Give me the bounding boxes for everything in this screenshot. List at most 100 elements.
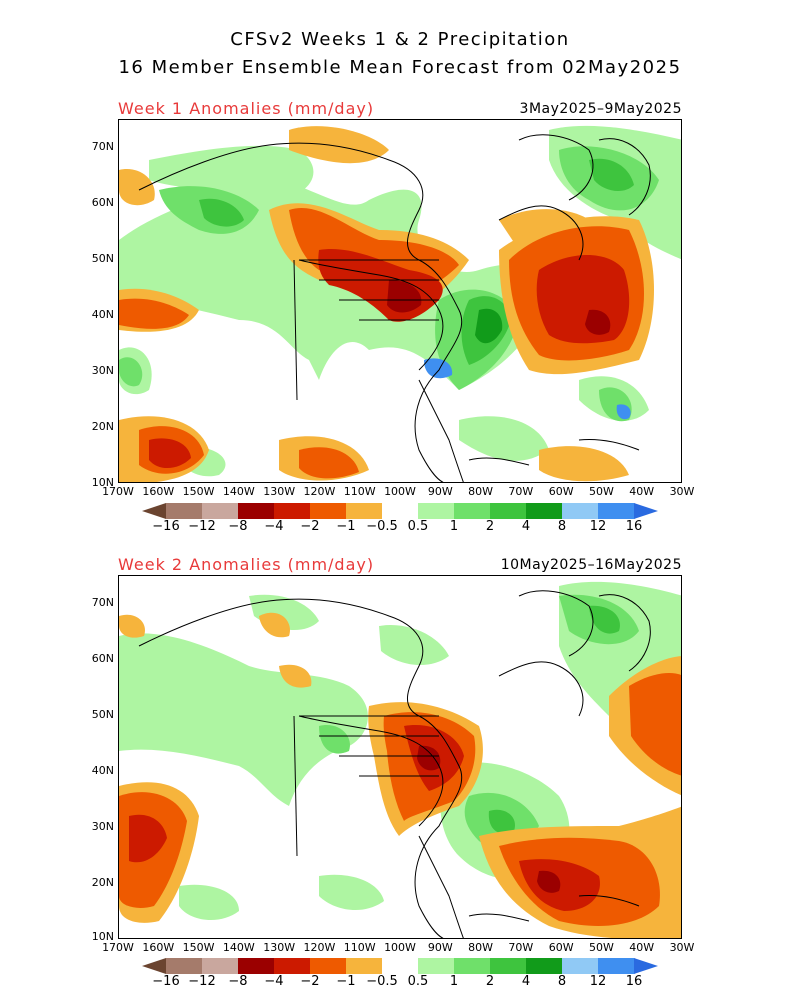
colorbar-arrow-right xyxy=(634,958,658,974)
colorbar-segment xyxy=(490,503,527,519)
lon-label: 120W xyxy=(303,941,336,954)
colorbar-segment xyxy=(346,503,383,519)
colorbar-arrow-right xyxy=(634,503,658,519)
colorbar-week2 xyxy=(142,958,658,978)
colorbar-tick-label: −4 xyxy=(264,974,284,989)
colorbar-segment xyxy=(166,503,203,519)
colorbar-tick-label: −1 xyxy=(336,519,356,534)
week2-dates: 10May2025–16May2025 xyxy=(500,557,682,573)
lon-label: 70W xyxy=(508,941,534,954)
lon-label: 90W xyxy=(427,485,453,498)
lat-label: 40N xyxy=(91,764,114,777)
lon-label: 90W xyxy=(427,941,453,954)
colorbar-segment xyxy=(382,958,419,974)
lon-label: 140W xyxy=(222,485,255,498)
lon-label: 130W xyxy=(263,485,296,498)
colorbar-week2-graphic xyxy=(142,958,658,974)
lon-label: 80W xyxy=(468,941,493,954)
lat-label: 20N xyxy=(91,876,114,889)
colorbar-week1-graphic xyxy=(142,503,658,519)
colorbar-tick-label: −16 xyxy=(152,519,180,534)
colorbar-segment xyxy=(562,503,599,519)
colorbar-segment xyxy=(526,503,563,519)
lon-label: 160W xyxy=(142,941,175,954)
colorbar-segment xyxy=(238,503,275,519)
chart-subtitle: 16 Member Ensemble Mean Forecast from 02… xyxy=(118,57,682,78)
lon-label: 120W xyxy=(303,485,336,498)
lat-label: 10N xyxy=(91,930,114,943)
lon-label: 140W xyxy=(222,941,255,954)
colorbar-tick-label: 4 xyxy=(521,519,531,534)
lon-label: 150W xyxy=(182,941,215,954)
colorbar-tick-label: 4 xyxy=(521,974,531,989)
chart-title: CFSv2 Weeks 1 & 2 Precipitation xyxy=(230,29,570,50)
lat-label: 50N xyxy=(91,708,114,721)
colorbar-tick-label: 0.5 xyxy=(407,974,429,989)
colorbar-tick-label: −1 xyxy=(336,974,356,989)
colorbar-segment xyxy=(202,958,239,974)
colorbar-tick-label: −2 xyxy=(300,974,320,989)
lon-label: 30W xyxy=(669,485,695,498)
colorbar-segment xyxy=(598,958,635,974)
colorbar-segment xyxy=(454,958,491,974)
lon-label: 30W xyxy=(669,941,695,954)
colorbar-tick-label: −0.5 xyxy=(366,974,398,989)
week1-label: Week 1 Anomalies (mm/day) xyxy=(118,99,375,118)
colorbar-segment xyxy=(562,958,599,974)
lon-label: 150W xyxy=(182,485,215,498)
lon-label: 170W xyxy=(102,485,134,498)
colorbar-tick-label: −8 xyxy=(228,519,248,534)
colorbar-segment xyxy=(202,503,239,519)
colorbar-segment xyxy=(382,503,419,519)
colorbar-segment xyxy=(274,958,311,974)
colorbar-segment xyxy=(346,958,383,974)
lat-label: 60N xyxy=(91,652,114,665)
lat-label: 60N xyxy=(91,196,114,209)
lon-label: 80W xyxy=(468,485,493,498)
colorbar-tick-label: 2 xyxy=(485,974,495,989)
colorbar-tick-label: −0.5 xyxy=(366,519,398,534)
colorbar-tick-label: 2 xyxy=(485,519,495,534)
colorbar-segment xyxy=(490,958,527,974)
lon-label: 50W xyxy=(588,941,614,954)
colorbar-tick-label: −12 xyxy=(188,519,216,534)
lon-label: 60W xyxy=(548,941,574,954)
week2-map xyxy=(118,575,682,939)
lat-label: 30N xyxy=(91,820,114,833)
colorbar-tick-label: 16 xyxy=(625,974,643,989)
colorbar-tick-label: −4 xyxy=(264,519,284,534)
lat-label: 40N xyxy=(91,308,114,321)
colorbar-segment xyxy=(418,503,455,519)
colorbar-tick-label: 8 xyxy=(557,519,567,534)
colorbar-tick-label: −8 xyxy=(228,974,248,989)
colorbar-tick-label: −2 xyxy=(300,519,320,534)
lon-label: 100W xyxy=(384,485,416,498)
colorbar-arrow-left xyxy=(142,958,166,974)
colorbar-segment xyxy=(238,958,275,974)
lon-label: 40W xyxy=(629,941,655,954)
colorbar-segment xyxy=(310,503,347,519)
week1-dates: 3May2025–9May2025 xyxy=(519,101,682,117)
colorbar-segment xyxy=(310,958,347,974)
colorbar-segment xyxy=(166,958,203,974)
colorbar-tick-label: 1 xyxy=(449,519,459,534)
week1-map xyxy=(118,119,682,483)
lat-label: 70N xyxy=(91,140,114,153)
colorbar-segment xyxy=(598,503,635,519)
lon-label: 110W xyxy=(343,941,376,954)
colorbar-segment xyxy=(274,503,311,519)
colorbar-segment xyxy=(526,958,563,974)
colorbar-arrow-left xyxy=(142,503,166,519)
lat-label: 10N xyxy=(91,476,114,489)
colorbar-segment xyxy=(454,503,491,519)
lon-label: 60W xyxy=(548,485,574,498)
lat-label: 30N xyxy=(91,364,114,377)
lat-label: 20N xyxy=(91,420,114,433)
lon-label: 50W xyxy=(588,485,614,498)
week2-map-graphic xyxy=(119,581,681,938)
lon-label: 160W xyxy=(142,485,175,498)
lon-label: 130W xyxy=(263,941,296,954)
lat-label: 50N xyxy=(91,252,114,265)
week2-label: Week 2 Anomalies (mm/day) xyxy=(118,555,375,574)
colorbar-tick-label: 12 xyxy=(589,974,607,989)
